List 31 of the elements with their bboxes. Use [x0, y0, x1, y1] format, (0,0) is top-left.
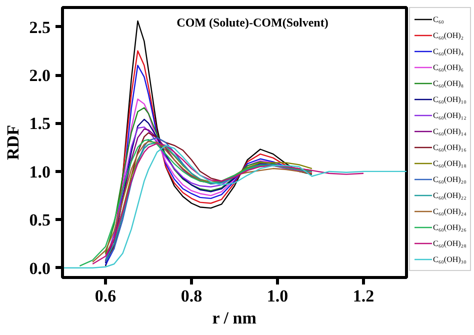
x-tick-label: 1.2	[352, 286, 374, 306]
legend-label: C₆₀(OH)₁₀	[433, 94, 466, 106]
legend-label: C₆₀(OH)₂₈	[433, 238, 466, 250]
legend-label: C₆₀(OH)₁₈	[433, 158, 466, 170]
legend-label: C₆₀	[433, 14, 445, 26]
y-axis-title: RDF	[3, 125, 22, 160]
legend-label: C₆₀(OH)₈	[433, 78, 464, 90]
legend-label: C₆₀(OH)₂₄	[433, 206, 466, 218]
legend-label: C₆₀(OH)₂	[433, 30, 464, 42]
y-tick-label: 0.0	[29, 258, 50, 278]
x-tick-label: 0.6	[94, 286, 116, 306]
line-series	[92, 142, 364, 265]
y-tick-label: 2.5	[29, 18, 50, 37]
y-tick-label: 1.5	[29, 114, 50, 134]
legend-label: C₆₀(OH)₄	[433, 46, 464, 58]
y-tick-label: 1.0	[29, 162, 50, 182]
y-tick-label: 0.5	[29, 210, 50, 230]
legend-label: C₆₀(OH)₁₂	[433, 110, 466, 122]
legend-label: C₆₀(OH)₁₆	[433, 142, 466, 154]
legend-label: C₆₀(OH)₆	[433, 62, 464, 74]
legend-label: C₆₀(OH)₃₀	[433, 254, 466, 266]
text: COM (Solute)-COM(Solvent)	[176, 16, 328, 30]
x-tick-label: 0.8	[180, 286, 202, 306]
x-axis-title: r / nm	[212, 308, 256, 328]
legend-label: C₆₀(OH)₂₀	[433, 174, 466, 186]
legend-label: C₆₀(OH)₂₆	[433, 222, 466, 234]
line-series	[62, 144, 406, 268]
x-tick-label: 1.0	[266, 286, 288, 306]
y-tick-label: 2.0	[29, 66, 50, 85]
legend-label: C₆₀(OH)₁₄	[433, 126, 466, 138]
legend-label: C₆₀(OH)₂₂	[433, 190, 466, 202]
